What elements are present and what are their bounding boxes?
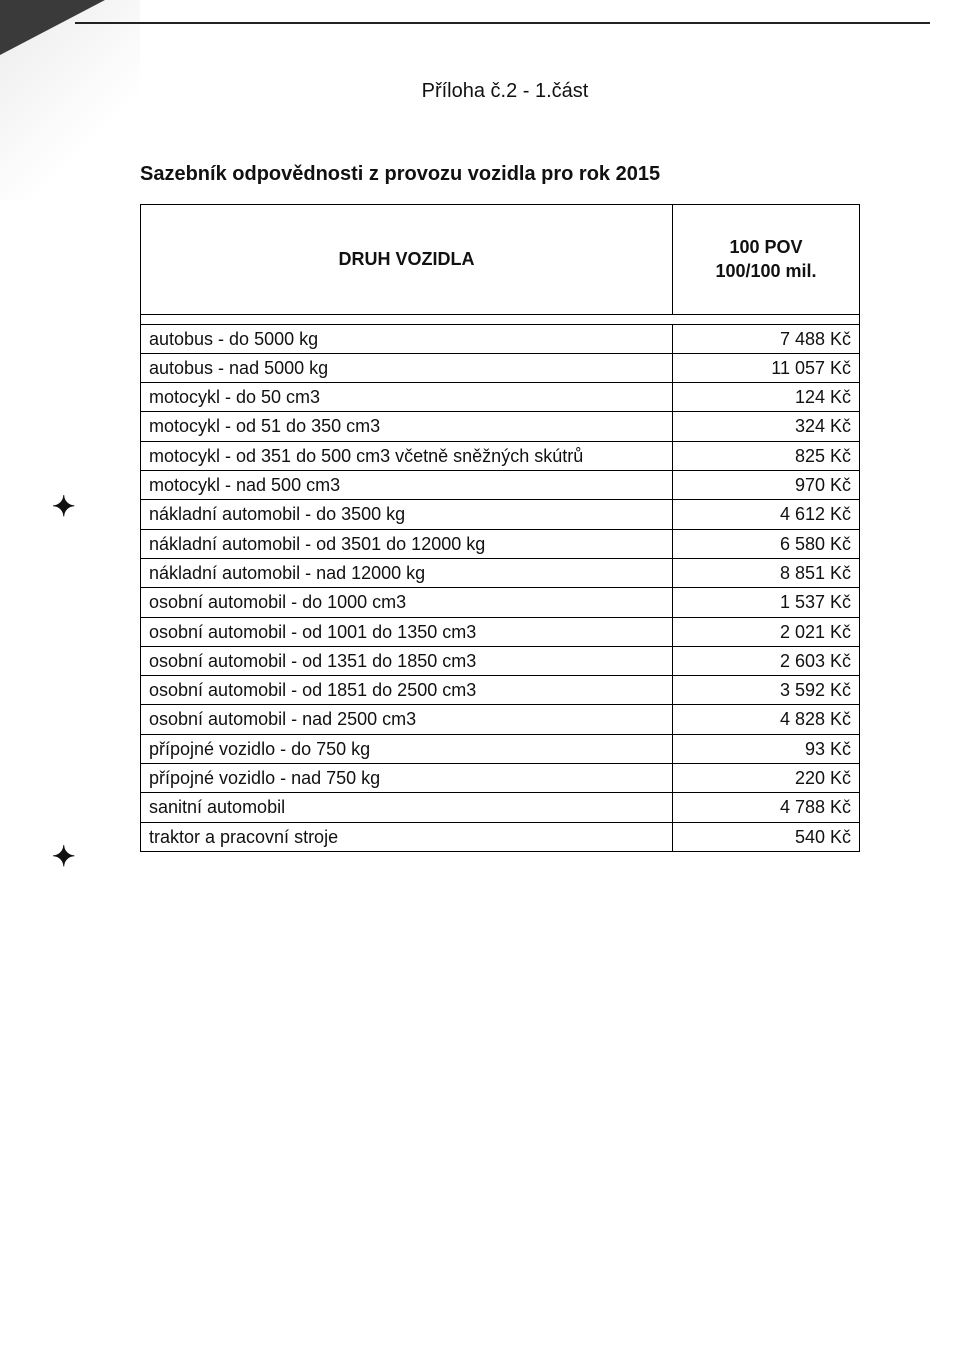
table-title: Sazebník odpovědnosti z provozu vozidla … — [140, 163, 870, 186]
cell-type: osobní automobil - od 1001 do 1350 cm3 — [141, 617, 673, 646]
cell-type: nákladní automobil - od 3501 do 12000 kg — [141, 529, 673, 558]
table-row: osobní automobil - od 1351 do 1850 cm32 … — [141, 646, 860, 675]
cell-price: 6 580 Kč — [673, 529, 860, 558]
table-row: motocykl - od 351 do 500 cm3 včetně sněž… — [141, 441, 860, 470]
cell-type: traktor a pracovní stroje — [141, 822, 673, 851]
cell-type: sanitní automobil — [141, 793, 673, 822]
table-head: DRUH VOZIDLA 100 POV 100/100 mil. — [141, 205, 860, 315]
scanned-page: ✦ ✦ Příloha č.2 - 1.část Sazebník odpově… — [0, 0, 960, 1358]
table-row: nákladní automobil - do 3500 kg4 612 Kč — [141, 500, 860, 529]
cell-type: nákladní automobil - do 3500 kg — [141, 500, 673, 529]
cell-type: nákladní automobil - nad 12000 kg — [141, 558, 673, 587]
table-row: přípojné vozidlo - nad 750 kg220 Kč — [141, 764, 860, 793]
col-header-price-line1: 100 POV — [730, 237, 803, 257]
table-row: traktor a pracovní stroje540 Kč — [141, 822, 860, 851]
table-row: motocykl - do 50 cm3124 Kč — [141, 383, 860, 412]
table-header-gap — [141, 314, 860, 324]
table-row: autobus - nad 5000 kg11 057 Kč — [141, 353, 860, 382]
cell-price: 4 612 Kč — [673, 500, 860, 529]
table-row: motocykl - nad 500 cm3970 Kč — [141, 471, 860, 500]
cell-price: 124 Kč — [673, 383, 860, 412]
table-row: motocykl - od 51 do 350 cm3324 Kč — [141, 412, 860, 441]
table-row: osobní automobil - od 1001 do 1350 cm32 … — [141, 617, 860, 646]
cell-type: osobní automobil - do 1000 cm3 — [141, 588, 673, 617]
table-row: osobní automobil - od 1851 do 2500 cm33 … — [141, 676, 860, 705]
table-row: přípojné vozidlo - do 750 kg93 Kč — [141, 734, 860, 763]
cell-price: 2 603 Kč — [673, 646, 860, 675]
cell-type: autobus - do 5000 kg — [141, 324, 673, 353]
page-content: Příloha č.2 - 1.část Sazebník odpovědnos… — [0, 0, 960, 852]
margin-mark-icon: ✦ — [52, 840, 75, 873]
cell-price: 220 Kč — [673, 764, 860, 793]
col-header-price-line2: 100/100 mil. — [715, 261, 816, 281]
cell-price: 825 Kč — [673, 441, 860, 470]
table-body: autobus - do 5000 kg7 488 Kč autobus - n… — [141, 314, 860, 851]
page-corner-fold — [0, 0, 105, 55]
cell-price: 970 Kč — [673, 471, 860, 500]
cell-type: přípojné vozidlo - nad 750 kg — [141, 764, 673, 793]
table-row: osobní automobil - do 1000 cm31 537 Kč — [141, 588, 860, 617]
cell-price: 4 828 Kč — [673, 705, 860, 734]
cell-price: 93 Kč — [673, 734, 860, 763]
cell-price: 1 537 Kč — [673, 588, 860, 617]
tariff-table: DRUH VOZIDLA 100 POV 100/100 mil. autobu… — [140, 204, 860, 852]
col-header-price: 100 POV 100/100 mil. — [673, 205, 860, 315]
cell-type: osobní automobil - od 1851 do 2500 cm3 — [141, 676, 673, 705]
page-top-edge-line — [75, 22, 930, 24]
table-row: sanitní automobil4 788 Kč — [141, 793, 860, 822]
margin-mark-icon: ✦ — [52, 490, 75, 523]
cell-price: 2 021 Kč — [673, 617, 860, 646]
cell-type: přípojné vozidlo - do 750 kg — [141, 734, 673, 763]
cell-type: osobní automobil - od 1351 do 1850 cm3 — [141, 646, 673, 675]
table-header-row: DRUH VOZIDLA 100 POV 100/100 mil. — [141, 205, 860, 315]
cell-type: autobus - nad 5000 kg — [141, 353, 673, 382]
cell-price: 4 788 Kč — [673, 793, 860, 822]
page-title: Příloha č.2 - 1.část — [140, 80, 870, 103]
cell-type: motocykl - do 50 cm3 — [141, 383, 673, 412]
cell-price: 324 Kč — [673, 412, 860, 441]
cell-price: 540 Kč — [673, 822, 860, 851]
cell-price: 11 057 Kč — [673, 353, 860, 382]
cell-type: motocykl - nad 500 cm3 — [141, 471, 673, 500]
table-row: nákladní automobil - nad 12000 kg8 851 K… — [141, 558, 860, 587]
cell-type: osobní automobil - nad 2500 cm3 — [141, 705, 673, 734]
table-row: osobní automobil - nad 2500 cm34 828 Kč — [141, 705, 860, 734]
cell-type: motocykl - od 51 do 350 cm3 — [141, 412, 673, 441]
cell-price: 7 488 Kč — [673, 324, 860, 353]
cell-price: 8 851 Kč — [673, 558, 860, 587]
gap-cell — [141, 314, 860, 324]
cell-type: motocykl - od 351 do 500 cm3 včetně sněž… — [141, 441, 673, 470]
table-row: autobus - do 5000 kg7 488 Kč — [141, 324, 860, 353]
table-row: nákladní automobil - od 3501 do 12000 kg… — [141, 529, 860, 558]
cell-price: 3 592 Kč — [673, 676, 860, 705]
col-header-type: DRUH VOZIDLA — [141, 205, 673, 315]
